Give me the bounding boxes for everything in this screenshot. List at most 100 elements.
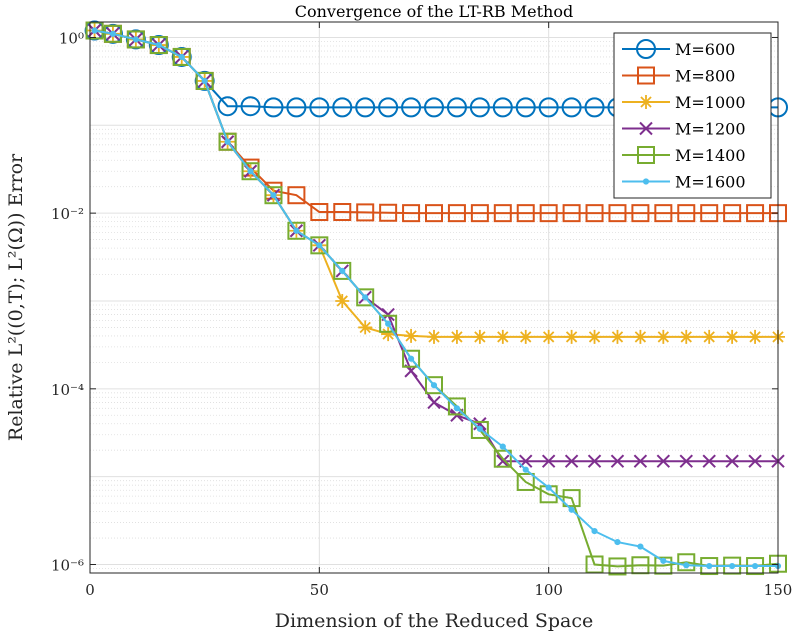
data-point	[241, 162, 260, 181]
data-point	[587, 454, 602, 468]
data-point	[293, 227, 300, 234]
data-point	[538, 97, 559, 118]
data-point	[470, 420, 489, 439]
legend-label: M=1200	[675, 120, 746, 139]
legend-label: M=1400	[675, 146, 746, 165]
data-point	[679, 454, 693, 468]
data-point	[564, 454, 579, 468]
y-tick-labels: 10⁻⁶ 10⁻⁴ 10⁻² 10⁰	[51, 29, 84, 574]
data-point	[541, 329, 556, 344]
data-point	[564, 329, 579, 344]
data-point	[639, 95, 653, 109]
data-point	[309, 97, 330, 118]
data-point	[333, 203, 352, 222]
data-point	[472, 329, 487, 344]
data-point	[356, 203, 375, 222]
data-point	[751, 562, 759, 570]
data-point	[637, 66, 655, 85]
legend-entry: M=1000	[622, 93, 746, 112]
data-point	[562, 204, 581, 223]
legend-label: M=1000	[675, 93, 746, 112]
data-point	[356, 288, 375, 307]
axis-ticks	[89, 22, 779, 573]
data-point	[401, 97, 422, 118]
legend: M=600 M=800 M=1000 M=1200 M=1400 M=1600	[613, 32, 772, 199]
series-m-1200	[87, 23, 785, 468]
data-point	[201, 77, 208, 85]
data-point	[642, 178, 650, 185]
data-point	[539, 204, 558, 223]
data-point	[493, 449, 512, 468]
data-point	[610, 454, 625, 468]
x-tick-label: 150	[764, 581, 793, 599]
data-point	[333, 261, 352, 280]
data-point	[748, 329, 763, 344]
data-point	[385, 320, 392, 327]
data-point	[725, 329, 740, 344]
data-point	[633, 454, 648, 468]
data-point	[493, 204, 512, 223]
data-point	[195, 71, 214, 90]
data-point	[677, 553, 696, 572]
data-point	[362, 294, 369, 301]
data-point	[217, 96, 238, 117]
x-tick-label: 100	[534, 581, 563, 599]
data-point	[561, 97, 582, 118]
data-point	[103, 24, 122, 43]
data-point	[608, 557, 627, 576]
data-point	[402, 349, 421, 368]
data-point	[379, 314, 398, 333]
data-point	[172, 47, 191, 66]
data-point	[495, 329, 510, 344]
data-point	[85, 21, 104, 40]
data-point	[515, 97, 536, 118]
data-point	[379, 203, 398, 222]
data-point	[407, 355, 415, 362]
data-point	[425, 376, 443, 395]
data-point	[430, 382, 438, 389]
data-point	[149, 36, 168, 55]
data-point	[470, 204, 489, 223]
data-point	[132, 36, 139, 43]
data-point	[427, 395, 441, 410]
data-point	[263, 97, 284, 118]
axes-frame	[89, 21, 779, 574]
data-point	[587, 329, 602, 344]
data-point	[240, 96, 261, 117]
data-point	[723, 204, 742, 223]
x-tick-label: 0	[85, 581, 95, 599]
legend-entry: M=1600	[622, 173, 746, 192]
data-point	[287, 186, 306, 205]
data-point	[568, 506, 575, 513]
data-point	[700, 204, 719, 223]
x-axis-label: Dimension of the Reduced Space	[275, 610, 593, 632]
data-point	[358, 320, 373, 335]
legend-entry: M=800	[622, 66, 735, 86]
data-point	[585, 555, 604, 574]
y-tick-label: 10⁰	[59, 29, 84, 47]
data-point	[729, 562, 736, 570]
data-point	[270, 192, 277, 199]
data-point	[656, 329, 671, 344]
data-point	[545, 484, 552, 491]
data-point	[541, 454, 556, 468]
data-point	[518, 329, 533, 344]
data-point	[218, 132, 237, 151]
data-point	[264, 186, 283, 205]
data-point	[584, 97, 605, 118]
data-point	[91, 27, 98, 34]
data-point	[748, 454, 762, 468]
data-point	[683, 562, 690, 569]
data-point	[614, 538, 621, 546]
data-point	[654, 204, 673, 223]
data-point	[449, 329, 464, 344]
data-point	[446, 97, 467, 118]
data-point	[425, 204, 443, 223]
data-point	[469, 97, 490, 118]
legend-label: M=800	[675, 67, 735, 86]
series-markers	[91, 27, 782, 570]
data-point	[473, 417, 487, 431]
data-point	[316, 242, 323, 249]
x-tick-label: 50	[310, 581, 329, 599]
y-axis-label: Relative L²((0,T); L²(Ω)) Error	[5, 153, 27, 441]
